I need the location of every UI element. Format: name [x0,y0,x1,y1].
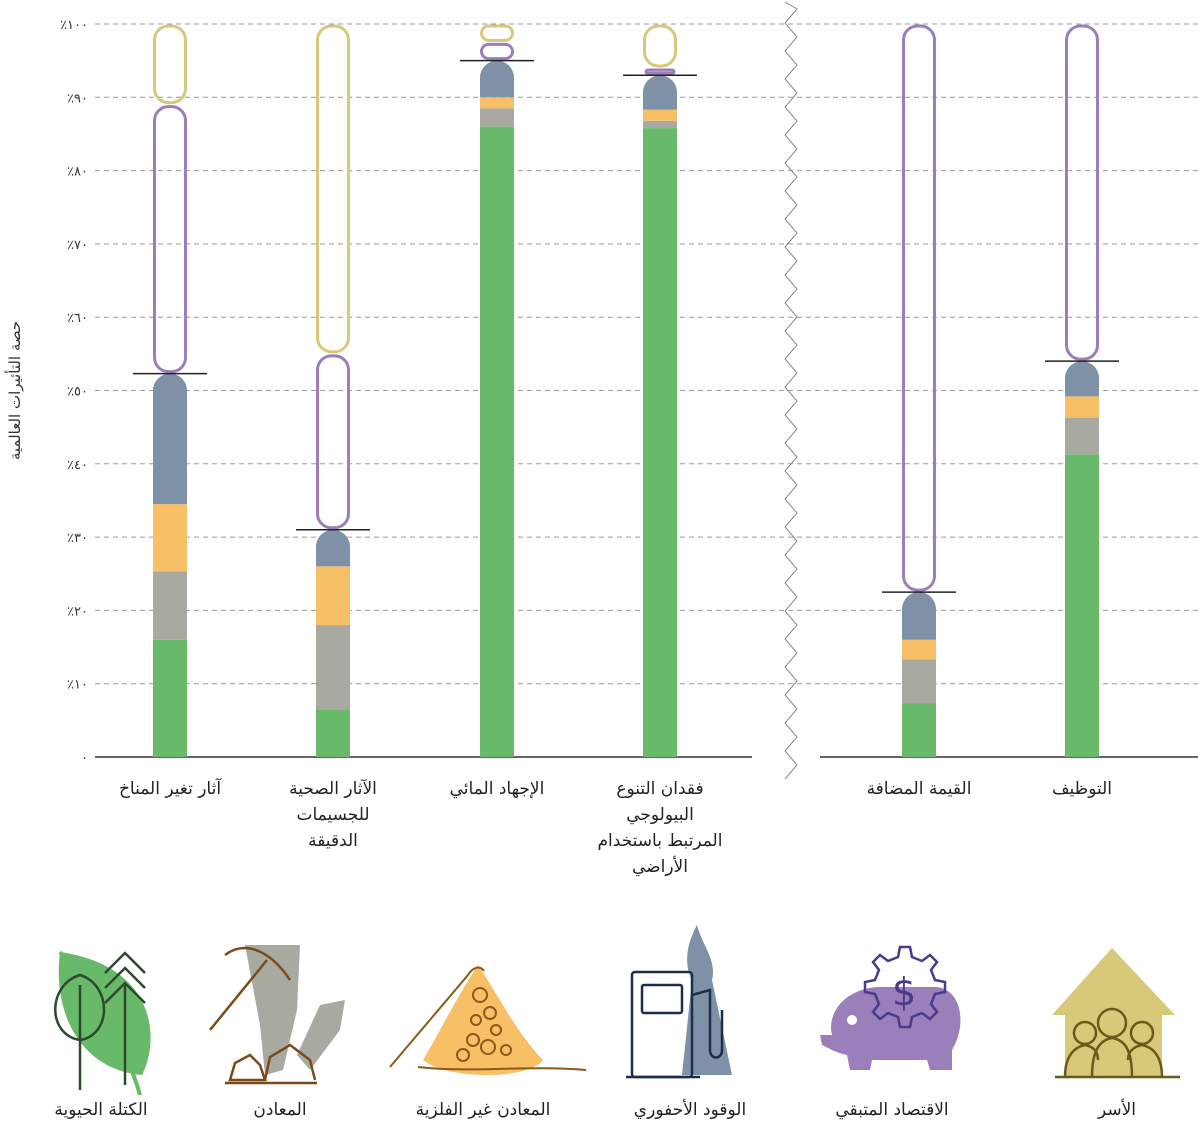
category-label: فقدان التنوع البيولوجي المرتبط باستخدام الأ… [597,779,723,877]
bar-segment [316,625,350,710]
bar-segment [902,639,936,660]
bar-segment [480,108,514,127]
category-label: الآثار الصحية للجسيمات الدقيقة [289,779,377,851]
y-tick-label: ٪٦٠ [67,311,88,326]
bar [460,24,534,758]
pickaxe-rocks-icon [209,945,345,1085]
legend-label: الكتلة الحيوية [54,1100,148,1120]
bar [623,24,697,757]
bar-segment [643,75,677,110]
y-tick-label: ٪٤٠ [67,458,88,473]
bar-segment-outline [153,105,187,374]
y-tick-label: ٪٩٠ [67,91,88,106]
bar-segment [153,639,187,757]
legend-label: الأسر [1097,1100,1137,1120]
y-tick-label: ٪٢٠ [67,604,88,619]
bar-segment [902,703,936,757]
bar [882,24,956,757]
bar-segment-outline [480,42,514,61]
bar-segment [1065,361,1099,397]
bar-segment-outline [480,24,514,42]
y-tick-label: ٪٣٠ [67,531,88,546]
bar [133,24,207,757]
bar-segment [316,709,350,757]
bar-segment [643,109,677,121]
y-tick-label: ٪٧٠ [67,238,88,253]
bar-segment [1065,396,1099,418]
axis-break-zigzag [784,1,798,780]
sand-pile-icon [389,965,587,1075]
bar [296,24,370,757]
category-label: القيمة المضافة [866,779,972,799]
y-axis-ticks: ٠ ٪١٠ ٪٢٠ ٪٣٠ ٪٤٠ ٪٥٠ ٪٦٠ ٪٧٠ ٪٨٠ ٪٩٠ ٪١٠٠ [60,18,88,766]
bar-segment [480,126,514,758]
y-axis-label: حصة التأثيرات العالمية [4,321,24,460]
piggy-bank-icon: $ [820,945,961,1070]
legend-label: الوقود الأحفوري [633,1100,747,1120]
bar-segment-outline [153,24,187,105]
bar-segment [902,592,936,640]
bar-segment [480,97,514,109]
bar-segment [316,566,350,626]
house-people-icon [1052,948,1180,1079]
y-tick-label: ٪٨٠ [67,165,88,180]
y-tick-label: ٪١٠٠ [60,18,88,33]
bar-segment-outline [1065,24,1099,361]
legend-label: الاقتصاد المتبقي [835,1100,949,1120]
y-tick-label: ٪١٠ [67,678,88,693]
y-tick-label: ٠ [81,751,88,766]
bar [1045,24,1119,757]
bar-segment [153,373,187,505]
bar-segment [480,60,514,98]
legend-label: المعادن غير الفلزية [415,1100,551,1120]
bar-segment [643,120,677,129]
fuel-pump-icon [626,925,732,1079]
bar-segment-outline [644,68,676,75]
y-tick-label: ٪٥٠ [67,385,88,400]
bar-segment [902,659,936,704]
bar-segment [316,529,350,567]
category-label: الإجهاد المائي [449,779,545,799]
stacked-bar-chart: ٠ ٪١٠ ٪٢٠ ٪٣٠ ٪٤٠ ٪٥٠ ٪٦٠ ٪٧٠ ٪٨٠ ٪٩٠ ٪١٠٠ حصة الت… [4,1,1198,780]
bars [133,24,1119,758]
legend-label: المعادن [253,1100,307,1120]
bar-segment [153,504,187,572]
bar-segment [1065,417,1099,455]
bar-segment [1065,454,1099,757]
category-label: آثار تغير المناخ [118,779,222,799]
bar-segment-outline [902,24,936,592]
bar-segment-outline [316,354,350,530]
bar-segment [643,128,677,757]
bar-segment-outline [643,24,677,68]
svg-text:$: $ [892,970,916,1014]
category-label: التوظيف [1051,779,1113,799]
bar-segment [153,571,187,640]
leaf-icon [54,950,151,1095]
bar-segment-outline [316,24,350,354]
